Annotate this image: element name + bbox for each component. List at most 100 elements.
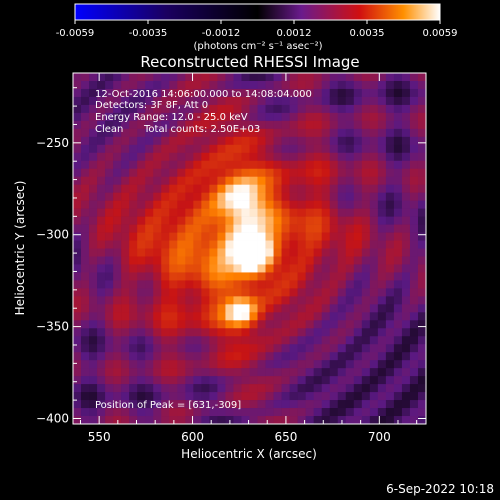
heatmap-cell	[265, 264, 274, 273]
heatmap-cell	[265, 256, 274, 265]
heatmap-cell	[377, 240, 387, 249]
heatmap-cell	[393, 200, 403, 209]
heatmap-cell	[305, 168, 314, 178]
heatmap-cell	[265, 224, 274, 233]
heatmap-cell	[369, 112, 379, 122]
heatmap-cell	[217, 224, 226, 233]
heatmap-cell	[393, 272, 403, 281]
heatmap-cell	[369, 120, 379, 130]
x-axis-label: Heliocentric X (arcsec)	[181, 447, 317, 461]
heatmap-cell	[289, 144, 298, 154]
heatmap-cell	[313, 240, 322, 249]
heatmap-cell	[81, 216, 90, 225]
heatmap-cell	[161, 112, 170, 122]
heatmap-cell	[241, 320, 250, 329]
heatmap-cell	[161, 360, 170, 369]
heatmap-cell	[361, 152, 371, 162]
heatmap-cell	[289, 136, 298, 146]
heatmap-cell	[289, 224, 298, 233]
heatmap-cell	[241, 272, 250, 281]
heatmap-cell	[129, 96, 138, 106]
heatmap-cell	[273, 73, 282, 82]
heatmap-cell	[305, 328, 314, 337]
heatmap-cell	[153, 176, 162, 185]
colorbar-tick-label: -0.0059	[56, 28, 95, 39]
heatmap-cell	[145, 304, 154, 313]
heatmap-cell	[129, 208, 138, 217]
colorbar-tick-label: -0.0035	[129, 28, 168, 39]
heatmap-cell	[209, 376, 218, 385]
heatmap-cell	[305, 200, 314, 209]
heatmap-cell	[129, 400, 138, 409]
heatmap-cell	[273, 288, 282, 297]
y-tick-label: −400	[36, 411, 69, 425]
heatmap-cell	[321, 120, 331, 130]
heatmap-cell	[273, 120, 282, 130]
heatmap-cell	[177, 272, 186, 281]
heatmap-cell	[401, 184, 411, 193]
heatmap-cell	[249, 272, 258, 281]
heatmap-cell	[289, 208, 298, 217]
heatmap-cell	[201, 112, 210, 122]
heatmap-cell	[273, 408, 282, 417]
heatmap-cell	[153, 200, 162, 209]
heatmap-cell	[97, 336, 106, 345]
heatmap-cell	[241, 184, 250, 193]
heatmap-cell	[393, 248, 403, 257]
heatmap-cell	[217, 160, 226, 170]
heatmap-cell	[97, 296, 106, 305]
heatmap-cell	[233, 280, 242, 289]
heatmap-cell	[321, 112, 331, 122]
heatmap-cell	[329, 248, 339, 257]
heatmap-cell	[209, 248, 218, 257]
heatmap-cell	[169, 136, 178, 146]
heatmap-cell	[225, 344, 234, 353]
heatmap-cell	[113, 360, 122, 369]
heatmap-cell	[321, 344, 331, 353]
heatmap-cell	[177, 152, 186, 162]
heatmap-cell	[369, 80, 379, 90]
heatmap-cell	[105, 376, 114, 385]
heatmap-cell	[393, 344, 403, 353]
heatmap-cell	[169, 160, 178, 170]
heatmap-cell	[225, 208, 234, 217]
heatmap-cell	[289, 88, 298, 98]
heatmap-cell	[241, 280, 250, 289]
heatmap-cell	[209, 368, 218, 377]
heatmap-cell	[161, 376, 170, 385]
heatmap-cell	[313, 304, 322, 313]
heatmap-cell	[81, 280, 90, 289]
heatmap-cell	[289, 80, 298, 90]
heatmap-cell	[281, 392, 290, 401]
heatmap-cell	[321, 176, 331, 185]
heatmap-cell	[265, 312, 274, 321]
heatmap-cell	[201, 200, 210, 209]
heatmap-cell	[153, 336, 162, 345]
heatmap-cell	[409, 344, 419, 353]
heatmap-cell	[385, 248, 395, 257]
heatmap-cell	[337, 296, 347, 305]
heatmap-cell	[81, 400, 90, 409]
heatmap-cell	[361, 288, 371, 297]
heatmap-cell	[89, 88, 98, 98]
heatmap-cell	[305, 376, 314, 385]
heatmap-cell	[369, 192, 379, 201]
heatmap-cell	[129, 288, 138, 297]
heatmap-cell	[385, 224, 395, 233]
heatmap-cell	[353, 280, 363, 289]
heatmap-cell	[369, 304, 379, 313]
colorbar-tick-label: -0.0012	[202, 28, 241, 39]
plot-area: 550 600 650 700−250−300−350−400	[36, 72, 427, 444]
heatmap-cell	[401, 80, 411, 90]
heatmap-cell	[361, 400, 371, 409]
heatmap-cell	[193, 120, 202, 130]
heatmap-cell	[257, 88, 266, 98]
heatmap-cell	[97, 272, 106, 281]
heatmap-cell	[393, 368, 403, 377]
heatmap-cell	[225, 144, 234, 154]
heatmap-cell	[201, 216, 210, 225]
heatmap-cell	[409, 112, 419, 122]
heatmap-cell	[345, 320, 355, 329]
heatmap-cell	[409, 200, 419, 209]
heatmap-cell	[313, 408, 322, 417]
